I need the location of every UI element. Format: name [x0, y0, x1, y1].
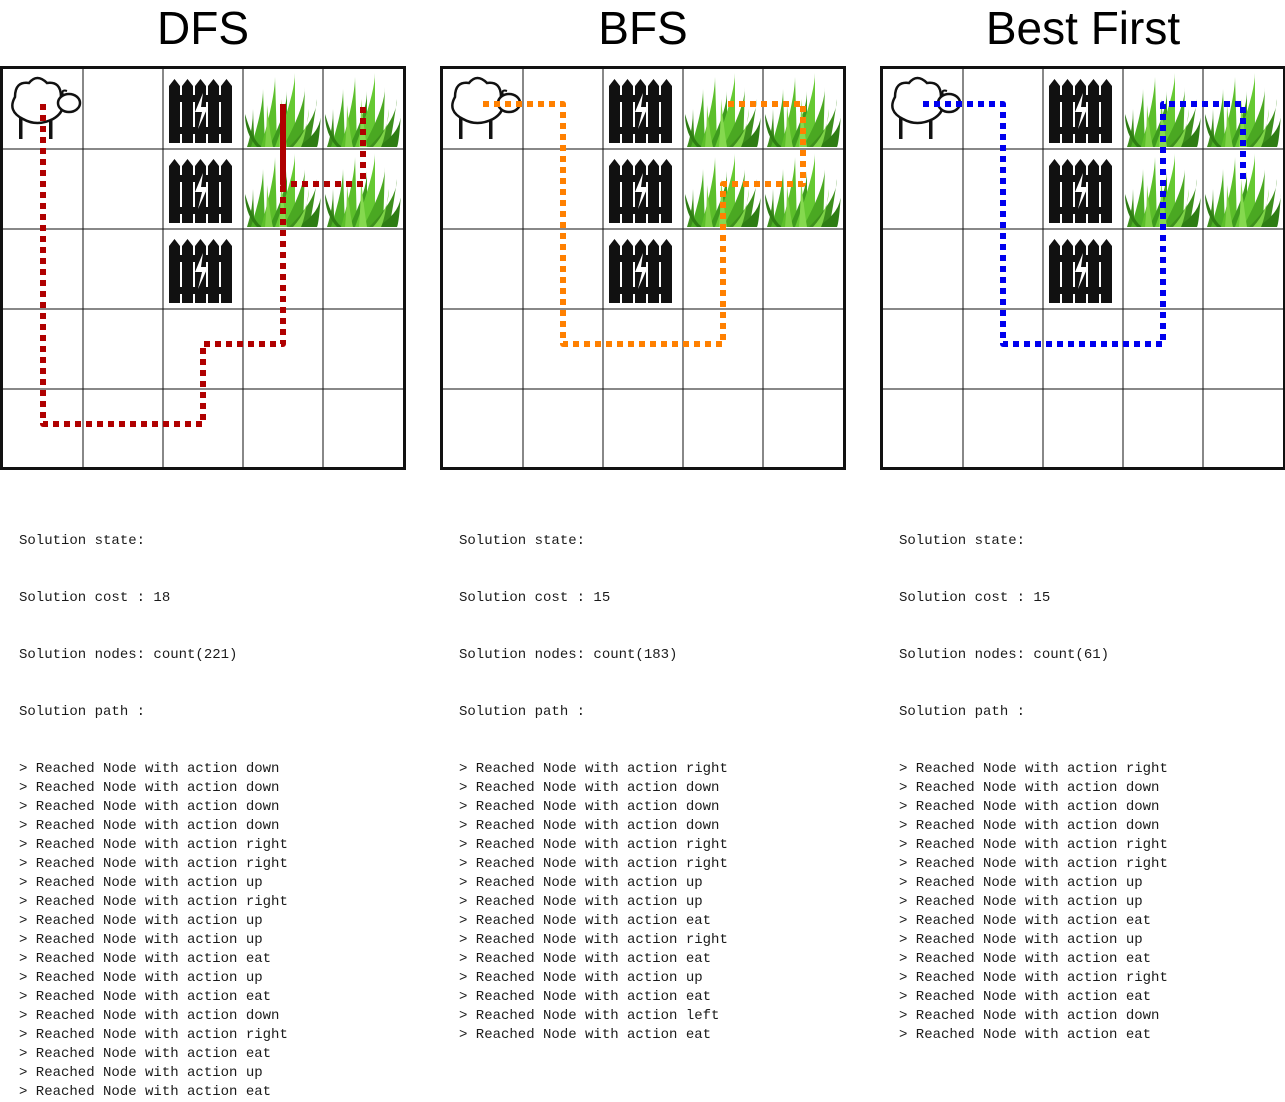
- sheep-icon: [451, 76, 522, 139]
- solution-cost-line: Solution cost : 18: [19, 590, 171, 606]
- panel-title: Best First: [985, 2, 1181, 54]
- solution-step: > Reached Node with action up: [19, 875, 263, 891]
- solution-step: > Reached Node with action eat: [899, 989, 1152, 1005]
- solution-step: > Reached Node with action down: [19, 761, 280, 777]
- solution-step: > Reached Node with action right: [899, 837, 1168, 853]
- electric-fence-icon: [609, 79, 672, 143]
- bfs-panel: BFS Solution state: Solution cost : 15 S…: [440, 0, 880, 1043]
- solution-step: > Reached Node with action right: [899, 761, 1168, 777]
- solution-step: > Reached Node with action down: [19, 818, 280, 834]
- solution-path-line: [483, 101, 806, 347]
- solution-step: > Reached Node with action right: [459, 856, 728, 872]
- solution-step: > Reached Node with action right: [19, 894, 288, 910]
- dfs-panel: DFS Solution state: Solution cost : 18 S…: [0, 0, 440, 1100]
- solution-step: > Reached Node with action down: [899, 780, 1160, 796]
- solution-path-label: Solution path :: [19, 704, 146, 720]
- solution-step: > Reached Node with action up: [899, 894, 1143, 910]
- solution-nodes-line: Solution nodes: count(221): [19, 647, 238, 663]
- solution-log: Solution state: Solution cost : 18 Solut…: [19, 494, 288, 1100]
- electric-fence-icon: [609, 239, 672, 303]
- grass-icon: [325, 153, 401, 227]
- solution-state-label: Solution state:: [459, 533, 586, 549]
- solution-step: > Reached Node with action eat: [19, 1084, 272, 1100]
- grid-board: [440, 66, 846, 470]
- grid-board: [880, 66, 1285, 470]
- solution-step: > Reached Node with action up: [19, 932, 263, 948]
- solution-step: > Reached Node with action down: [19, 780, 280, 796]
- solution-step: > Reached Node with action right: [459, 932, 728, 948]
- grass-icon: [1125, 73, 1201, 147]
- electric-fence-icon: [1049, 79, 1112, 143]
- solution-path-label: Solution path :: [459, 704, 586, 720]
- solution-step: > Reached Node with action eat: [459, 913, 712, 929]
- solution-step: > Reached Node with action up: [19, 913, 263, 929]
- electric-fence-icon: [1049, 159, 1112, 223]
- solution-step: > Reached Node with action up: [899, 875, 1143, 891]
- solution-step: > Reached Node with action down: [899, 1008, 1160, 1024]
- solution-step: > Reached Node with action eat: [459, 989, 712, 1005]
- solution-step: > Reached Node with action up: [19, 970, 263, 986]
- electric-fence-icon: [1049, 239, 1112, 303]
- electric-fence-icon: [169, 239, 232, 303]
- solution-step: > Reached Node with action down: [19, 1008, 280, 1024]
- solution-step: > Reached Node with action eat: [899, 1027, 1152, 1043]
- solution-path-label: Solution path :: [899, 704, 1026, 720]
- electric-fence-icon: [609, 159, 672, 223]
- solution-steps: > Reached Node with action right > Reache…: [459, 760, 728, 1043]
- solution-step: > Reached Node with action up: [899, 932, 1143, 948]
- grass-icon: [765, 153, 841, 227]
- solution-steps: > Reached Node with action right > Reache…: [899, 760, 1168, 1043]
- solution-nodes-line: Solution nodes: count(61): [899, 647, 1110, 663]
- solution-step: > Reached Node with action down: [899, 818, 1160, 834]
- solution-step: > Reached Node with action down: [459, 799, 720, 815]
- solution-step: > Reached Node with action right: [459, 837, 728, 853]
- solution-step: > Reached Node with action up: [459, 894, 703, 910]
- solution-log: Solution state: Solution cost : 15 Solut…: [899, 494, 1168, 1043]
- electric-fence-icon: [169, 79, 232, 143]
- solution-cost-line: Solution cost : 15: [899, 590, 1051, 606]
- solution-step: > Reached Node with action down: [459, 818, 720, 834]
- solution-cost-line: Solution cost : 15: [459, 590, 611, 606]
- solution-step: > Reached Node with action eat: [899, 913, 1152, 929]
- solution-step: > Reached Node with action right: [899, 856, 1168, 872]
- solution-step: > Reached Node with action left: [459, 1008, 720, 1024]
- solution-steps: > Reached Node with action down > Reached…: [19, 760, 288, 1100]
- solution-path-line: [923, 101, 1246, 347]
- solution-step: > Reached Node with action eat: [899, 951, 1152, 967]
- grid-board: [0, 66, 406, 470]
- solution-path-line: [40, 101, 366, 427]
- solution-state-label: Solution state:: [899, 533, 1026, 549]
- solution-nodes-line: Solution nodes: count(183): [459, 647, 678, 663]
- solution-step: > Reached Node with action up: [19, 1065, 263, 1081]
- electric-fence-icon: [169, 159, 232, 223]
- solution-step: > Reached Node with action down: [19, 799, 280, 815]
- solution-step: > Reached Node with action eat: [19, 989, 272, 1005]
- solution-step: > Reached Node with action down: [459, 780, 720, 796]
- grass-icon: [1205, 153, 1281, 227]
- solution-step: > Reached Node with action eat: [459, 951, 712, 967]
- solution-step: > Reached Node with action right: [19, 856, 288, 872]
- solution-step: > Reached Node with action right: [19, 837, 288, 853]
- solution-step: > Reached Node with action eat: [19, 951, 272, 967]
- solution-step: > Reached Node with action right: [899, 970, 1168, 986]
- solution-step: > Reached Node with action down: [899, 799, 1160, 815]
- solution-log: Solution state: Solution cost : 15 Solut…: [459, 494, 728, 1043]
- solution-step: > Reached Node with action up: [459, 970, 703, 986]
- solution-step: > Reached Node with action eat: [19, 1046, 272, 1062]
- solution-step: > Reached Node with action up: [459, 875, 703, 891]
- panel-title: BFS: [598, 2, 688, 54]
- solution-step: > Reached Node with action eat: [459, 1027, 712, 1043]
- solution-state-label: Solution state:: [19, 533, 146, 549]
- best-first-panel: Best First Solution state: Solution cost…: [880, 0, 1285, 1043]
- solution-step: > Reached Node with action right: [459, 761, 728, 777]
- sheep-icon: [11, 76, 82, 139]
- panel-title: DFS: [157, 2, 249, 54]
- grass-icon: [685, 73, 761, 147]
- solution-step: > Reached Node with action right: [19, 1027, 288, 1043]
